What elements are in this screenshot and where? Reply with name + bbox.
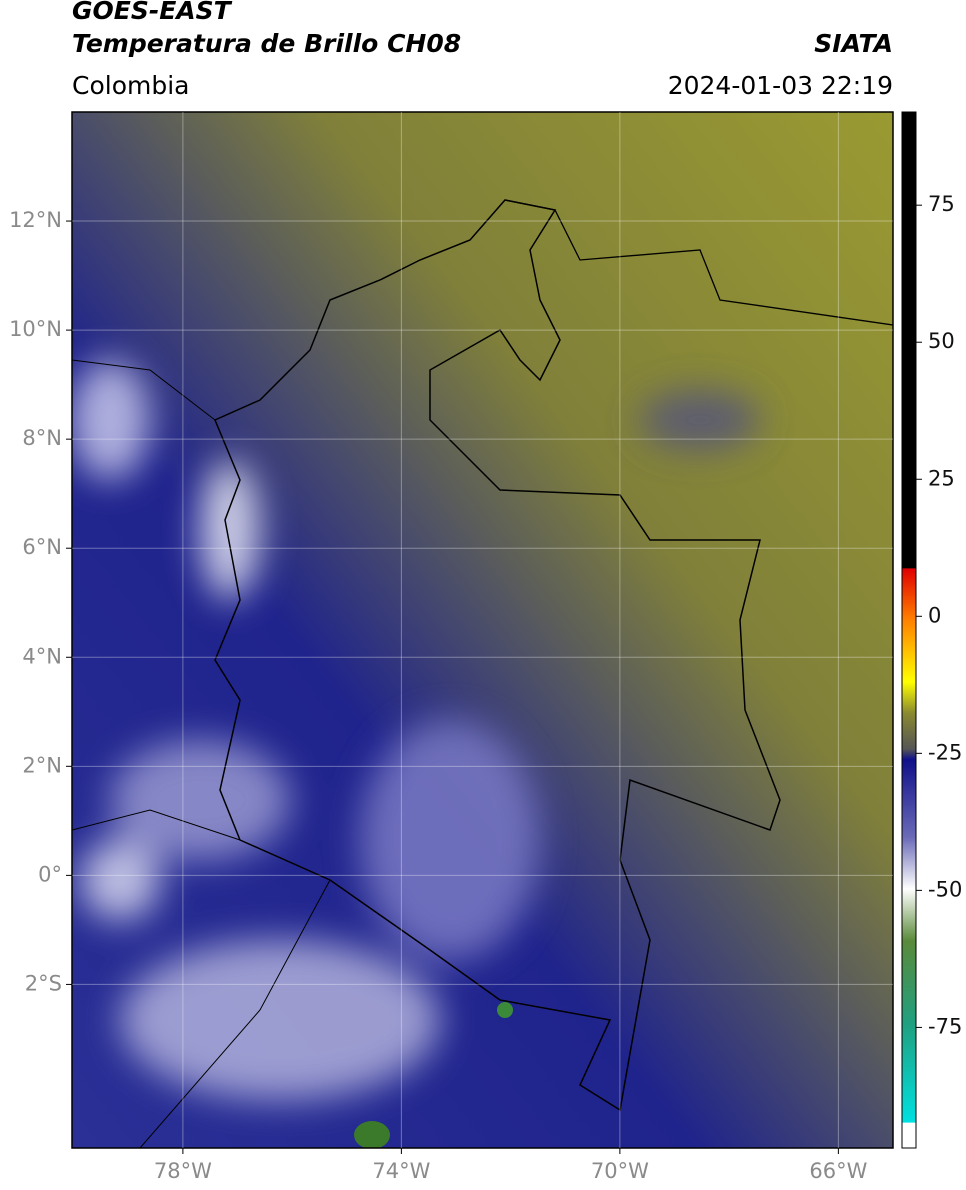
region: Colombia <box>72 71 189 100</box>
colorbar-tick-label: -25 <box>928 740 962 764</box>
map-frame <box>71 111 894 1149</box>
y-tick-label: 2°N <box>22 753 62 777</box>
y-tick-label: 0° <box>38 862 62 886</box>
source: SIATA <box>814 29 893 58</box>
y-tick-label: 10°N <box>9 317 62 341</box>
colorbar-tick-label: 50 <box>928 329 955 353</box>
x-tick-label: 70°W <box>591 1159 649 1183</box>
y-tick-label: 8°N <box>22 426 62 450</box>
x-tick-label: 66°W <box>809 1159 867 1183</box>
y-tick-label: 12°N <box>9 208 62 232</box>
y-tick-label: 4°N <box>22 644 62 668</box>
title-line2: Temperatura de Brillo CH08 <box>72 29 461 58</box>
y-tick-label: 6°N <box>22 535 62 559</box>
title-line1: GOES-EAST <box>72 0 233 25</box>
colorbar-tick-label: 75 <box>928 192 955 216</box>
colorbar <box>901 111 917 1149</box>
datetime: 2024-01-03 22:19 <box>668 71 893 100</box>
x-tick-label: 74°W <box>372 1159 430 1183</box>
colorbar-tick-label: -75 <box>928 1014 962 1038</box>
satellite-image <box>72 112 893 1148</box>
colorbar-tick-label: 0 <box>928 603 941 627</box>
colorbar-tick-label: -50 <box>928 877 962 901</box>
colorbar-tick-label: 25 <box>928 466 955 490</box>
x-tick-label: 78°W <box>154 1159 212 1183</box>
y-tick-label: 2°S <box>25 971 62 995</box>
